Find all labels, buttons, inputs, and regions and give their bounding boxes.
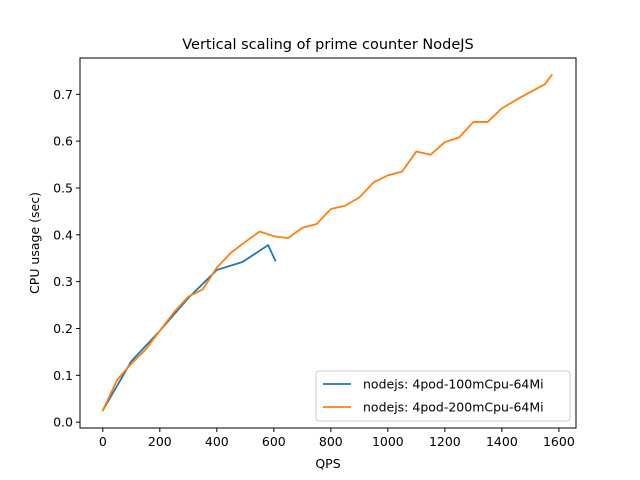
y-tick-label: 0.7 <box>53 87 73 102</box>
y-tick-label: 0.2 <box>53 321 73 336</box>
x-tick-label: 200 <box>148 434 172 449</box>
legend-label-series-0: nodejs: 4pod-100mCpu-64Mi <box>363 377 544 392</box>
y-tick-label: 0.1 <box>53 368 73 383</box>
series-line-1 <box>101 73 554 412</box>
y-tick-label: 0.0 <box>53 415 73 430</box>
series-line-0 <box>101 244 277 412</box>
x-axis: 0 200 400 600 800 1000 1200 1400 1600 <box>99 428 575 449</box>
x-axis-label: QPS <box>315 456 340 471</box>
plot-lines <box>101 73 554 412</box>
x-tick-label: 0 <box>99 434 107 449</box>
y-tick-label: 0.3 <box>53 274 73 289</box>
x-tick-label: 600 <box>262 434 286 449</box>
chart-title: Vertical scaling of prime counter NodeJS <box>182 37 474 53</box>
legend: nodejs: 4pod-100mCpu-64Mi nodejs: 4pod-2… <box>315 370 571 422</box>
y-tick-label: 0.5 <box>53 180 73 195</box>
x-tick-label: 1600 <box>543 434 575 449</box>
legend-label-series-1: nodejs: 4pod-200mCpu-64Mi <box>363 400 544 415</box>
y-axis: 0.0 0.1 0.2 0.3 0.4 0.5 0.6 0.7 <box>53 87 80 430</box>
plot-frame <box>79 57 577 429</box>
x-tick-label: 800 <box>319 434 343 449</box>
x-tick-label: 400 <box>205 434 229 449</box>
legend-box <box>315 370 571 422</box>
x-tick-label: 1200 <box>429 434 461 449</box>
y-tick-label: 0.6 <box>53 134 73 149</box>
y-tick-label: 0.4 <box>53 227 73 242</box>
y-axis-label: CPU usage (sec) <box>27 192 42 294</box>
x-tick-label: 1400 <box>486 434 518 449</box>
x-tick-label: 1000 <box>372 434 404 449</box>
